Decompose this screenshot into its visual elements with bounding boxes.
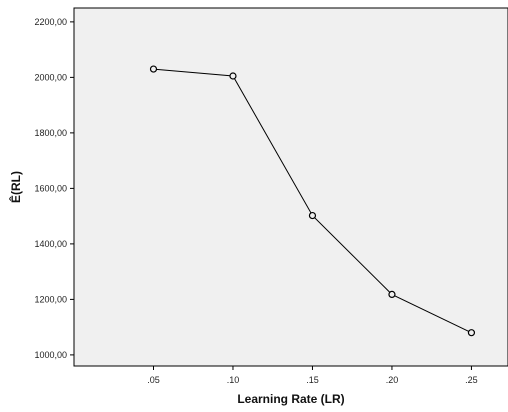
y-tick-label: 1600,00 (34, 183, 67, 193)
x-tick-label: .05 (147, 375, 160, 385)
plot-area (73, 7, 508, 367)
x-axis-title: Learning Rate (LR) (237, 392, 344, 406)
y-axis-title: Ê(RL) (8, 171, 23, 203)
y-tick-label: 1000,00 (34, 350, 67, 360)
data-point (308, 211, 317, 220)
y-tick-label: 1200,00 (34, 294, 67, 304)
x-tick-label: .15 (306, 375, 319, 385)
y-tick-label: 1400,00 (34, 239, 67, 249)
data-point (149, 65, 158, 73)
x-tick-label: .20 (386, 375, 399, 385)
x-tick-label: .10 (227, 375, 240, 385)
x-tick-label: .25 (465, 375, 478, 385)
data-point (229, 72, 237, 80)
x-axis: .05 .10 .15 .20 .25 (147, 366, 478, 385)
y-axis: 1000,00 1200,00 1400,00 1600,00 1800,00 2000,… (34, 17, 74, 360)
data-point (388, 290, 396, 298)
y-tick-label: 2000,00 (34, 72, 67, 82)
y-tick-label: 1800,00 (34, 128, 67, 138)
data-point (467, 329, 476, 337)
data-points (149, 65, 476, 337)
y-tick-label: 2200,00 (34, 17, 67, 27)
